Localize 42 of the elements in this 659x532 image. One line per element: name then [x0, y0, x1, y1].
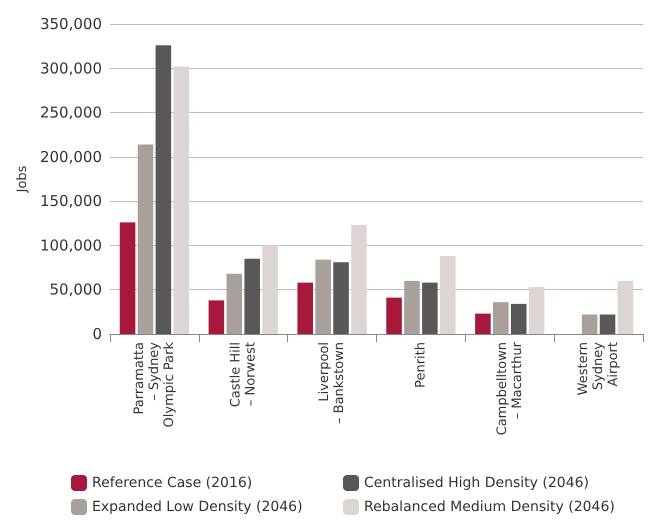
y-tick-label: 350,000 — [40, 15, 102, 33]
y-axis-title: Jobs — [15, 165, 30, 194]
y-tick-label: 150,000 — [40, 192, 102, 210]
bar — [475, 314, 491, 334]
bar — [618, 280, 634, 334]
x-tick-label: Liverpool – Bankstown — [317, 342, 348, 424]
bar — [262, 245, 278, 334]
y-tick-label: 0 — [92, 325, 102, 343]
bar — [386, 298, 402, 334]
bar — [173, 66, 190, 334]
legend-label: Rebalanced Medium Density (2046) — [364, 499, 615, 515]
x-tick-label: Castle Hill – Norwest — [228, 342, 258, 408]
bar — [510, 304, 526, 334]
x-tick-label: Western Sydney Airport — [576, 342, 622, 396]
y-tick-label: 50,000 — [50, 280, 102, 299]
bar — [528, 287, 544, 334]
bar — [120, 222, 136, 334]
y-tick-label: 200,000 — [40, 148, 102, 166]
legend-label: Reference Case (2016) — [92, 475, 252, 491]
bar — [315, 260, 331, 334]
y-tick-label: 100,000 — [40, 236, 102, 254]
x-tick-label: Campbelltown – Macarthur — [494, 341, 525, 436]
bar — [582, 314, 598, 334]
bar — [333, 262, 349, 334]
bar — [244, 258, 260, 334]
bar — [422, 282, 438, 334]
bar — [226, 274, 242, 334]
bar — [297, 282, 314, 334]
y-tick-label: 250,000 — [40, 104, 102, 122]
bar — [208, 300, 224, 334]
legend-label: Centralised High Density (2046) — [364, 475, 589, 491]
legend-label: Expanded Low Density (2046) — [92, 499, 303, 515]
bar — [156, 45, 172, 334]
bar — [440, 256, 456, 334]
x-tick-label: Parramatta – Sydney Olympic Park — [132, 342, 177, 428]
bar — [138, 144, 154, 334]
bar — [351, 225, 367, 334]
y-tick-label: 300,000 — [40, 59, 102, 78]
bar — [600, 314, 616, 334]
bar — [404, 280, 420, 334]
x-tick-label: Penrith — [413, 342, 428, 388]
bar — [493, 302, 509, 334]
